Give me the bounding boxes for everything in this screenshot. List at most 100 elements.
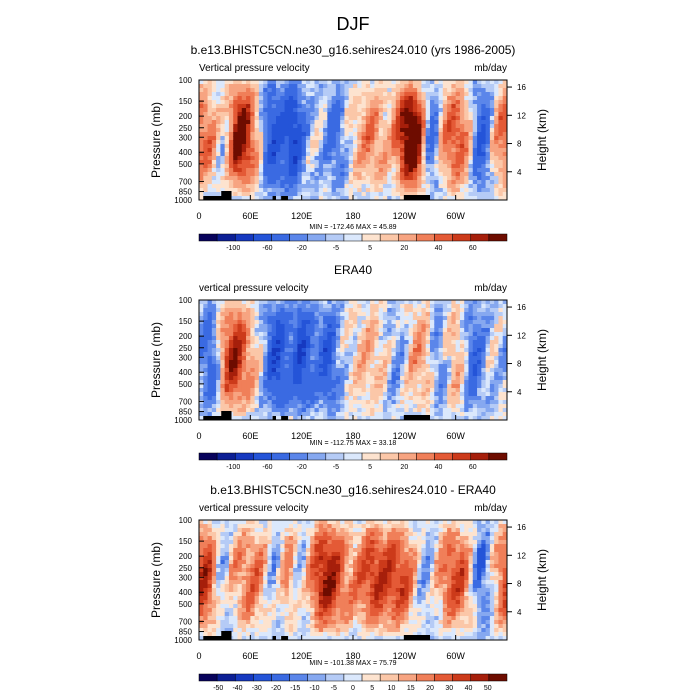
heatmap-cell (327, 104, 333, 109)
heatmap-cell (370, 320, 375, 325)
heatmap-cell (459, 392, 465, 397)
heatmap-cell (254, 412, 260, 417)
heatmap-cell (211, 188, 217, 193)
heatmap-cell (297, 388, 303, 393)
heatmap-cell (263, 328, 268, 333)
heatmap-cell (408, 368, 414, 373)
heatmap-cell (365, 400, 371, 405)
heatmap-cell (348, 124, 354, 129)
heatmap-cell (314, 308, 320, 313)
heatmap-cell (318, 300, 324, 305)
heatmap-cell (199, 384, 204, 389)
heatmap-cell (284, 312, 290, 317)
heatmap-cell (228, 628, 234, 633)
heatmap-cell (370, 156, 375, 161)
heatmap-cell (395, 112, 401, 117)
heatmap-cell (481, 176, 487, 181)
heatmap-cell (477, 144, 482, 149)
heatmap-cell (468, 180, 474, 185)
heatmap-cell (481, 156, 487, 161)
heatmap-cell (365, 308, 371, 313)
heatmap-cell (310, 156, 315, 161)
heatmap-cell (305, 376, 311, 381)
heatmap-cell (447, 144, 452, 149)
heatmap-cell (430, 120, 435, 125)
y2-tick-label: 8 (517, 360, 522, 369)
heatmap-cell (241, 540, 247, 545)
heatmap-cell (267, 372, 273, 377)
heatmap-cell (489, 416, 495, 421)
heatmap-cell (481, 380, 487, 385)
y-tick-label: 100 (179, 76, 193, 85)
heatmap-cell (280, 332, 286, 337)
heatmap-cell (438, 320, 444, 325)
heatmap-cell (233, 568, 238, 573)
heatmap-cell (263, 556, 268, 561)
heatmap-cell (400, 132, 405, 137)
heatmap-cell (258, 376, 264, 381)
heatmap-cell (438, 184, 444, 189)
heatmap-cell (228, 372, 234, 377)
heatmap-cell (327, 360, 333, 365)
colorbar-swatch (416, 452, 435, 461)
heatmap-cell (447, 340, 452, 345)
heatmap-cell (395, 372, 401, 377)
heatmap-cell (233, 108, 238, 113)
heatmap-cell (464, 400, 469, 405)
heatmap-cell (451, 80, 457, 85)
heatmap-cell (374, 168, 380, 173)
heatmap-cell (263, 140, 268, 145)
heatmap-cell (382, 360, 388, 365)
heatmap-cell (331, 164, 337, 169)
heatmap-cell (408, 376, 414, 381)
colorbar-label: -5 (333, 245, 339, 252)
heatmap-cell (472, 172, 478, 177)
heatmap-cell (211, 380, 217, 385)
heatmap-cell (430, 164, 435, 169)
heatmap-cell (250, 168, 256, 173)
heatmap-cell (391, 148, 397, 153)
heatmap-cell (348, 176, 354, 181)
heatmap-cell (293, 340, 298, 345)
heatmap-cell (318, 344, 324, 349)
heatmap-cell (434, 416, 440, 421)
heatmap-cell (455, 132, 461, 137)
heatmap-cell (502, 192, 508, 197)
heatmap-cell (344, 416, 350, 421)
heatmap-cell (246, 144, 251, 149)
heatmap-cell (331, 92, 337, 97)
heatmap-cell (271, 396, 277, 401)
heatmap-cell (267, 624, 273, 629)
heatmap-cell (258, 148, 264, 153)
heatmap-cell (293, 364, 298, 369)
heatmap-cell (387, 392, 392, 397)
heatmap-cell (305, 196, 311, 201)
heatmap-cell (442, 160, 448, 165)
heatmap-cell (216, 524, 221, 529)
heatmap-cell (250, 120, 256, 125)
heatmap-cell (378, 332, 384, 337)
heatmap-cell (254, 348, 260, 353)
heatmap-cell (250, 528, 256, 533)
heatmap-cell (447, 304, 452, 309)
heatmap-cell (498, 92, 504, 97)
heatmap-cell (250, 340, 256, 345)
y-tick-label: 150 (179, 97, 193, 106)
heatmap-cell (250, 84, 256, 89)
heatmap-cell (267, 616, 273, 621)
heatmap-cell (421, 180, 427, 185)
heatmap-cell (417, 92, 422, 97)
heatmap-cell (207, 588, 213, 593)
heatmap-cell (331, 344, 337, 349)
heatmap-cell (494, 104, 499, 109)
heatmap-cell (382, 84, 388, 89)
heatmap-cell (318, 348, 324, 353)
heatmap-cell (284, 112, 290, 117)
heatmap-cell (438, 368, 444, 373)
heatmap-cell (502, 300, 508, 305)
heatmap-cell (438, 332, 444, 337)
heatmap-cell (250, 156, 256, 161)
heatmap-cell (348, 336, 354, 341)
heatmap-cell (318, 176, 324, 181)
heatmap-cell (318, 396, 324, 401)
